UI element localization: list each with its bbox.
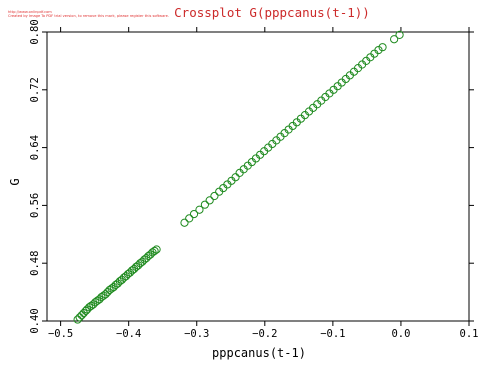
data-point bbox=[85, 303, 94, 312]
data-point bbox=[395, 30, 404, 39]
x-tick-label: −0.2 bbox=[252, 328, 277, 340]
y-tick-label: 0.80 bbox=[29, 19, 41, 44]
data-points bbox=[73, 30, 404, 324]
watermark-url: http://www.onlinpdf.com bbox=[8, 10, 52, 14]
data-point bbox=[374, 45, 383, 55]
data-point bbox=[91, 298, 100, 307]
y-axis: 0.40 0.48 0.56 0.64 0.72 0.80 bbox=[29, 19, 474, 334]
data-point bbox=[205, 196, 214, 205]
data-point bbox=[77, 311, 86, 320]
data-point bbox=[210, 191, 219, 201]
data-point bbox=[101, 290, 110, 299]
data-point bbox=[105, 285, 114, 295]
x-tick-label: −0.3 bbox=[184, 328, 209, 340]
data-point bbox=[148, 248, 157, 257]
data-point bbox=[200, 200, 210, 209]
data-point bbox=[185, 214, 194, 223]
data-point bbox=[378, 43, 387, 52]
data-point bbox=[195, 205, 204, 214]
data-point bbox=[180, 218, 189, 227]
x-tick-label: −0.5 bbox=[48, 328, 73, 340]
y-tick-label: 0.48 bbox=[29, 251, 41, 276]
x-tick-label: −0.4 bbox=[116, 328, 141, 340]
y-tick-label: 0.64 bbox=[29, 135, 41, 160]
data-point bbox=[231, 173, 240, 182]
x-tick-label: 0.1 bbox=[460, 328, 479, 340]
y-tick-label: 0.72 bbox=[29, 77, 41, 102]
plot-frame bbox=[46, 31, 470, 322]
data-point bbox=[73, 315, 82, 324]
data-point bbox=[150, 246, 159, 256]
data-point bbox=[390, 35, 399, 44]
y-tick-label: 0.40 bbox=[29, 308, 41, 333]
x-axis: −0.5 −0.4 −0.3 −0.2 −0.1 0.0 0.1 bbox=[48, 27, 479, 340]
data-point bbox=[97, 293, 106, 302]
data-point bbox=[152, 245, 161, 254]
x-axis-label: pppcanus(t-1) bbox=[212, 346, 306, 360]
data-point bbox=[75, 313, 84, 322]
y-tick-label: 0.56 bbox=[29, 193, 41, 218]
data-point bbox=[189, 209, 199, 219]
y-axis-label: G bbox=[8, 178, 22, 185]
watermark-notice: Created by Image To PDF trial version, t… bbox=[8, 14, 170, 18]
x-tick-label: −0.1 bbox=[320, 328, 345, 340]
chart-title: Crossplot G(pppcanus(t-1)) bbox=[174, 5, 370, 20]
x-tick-label: 0.0 bbox=[391, 328, 410, 340]
